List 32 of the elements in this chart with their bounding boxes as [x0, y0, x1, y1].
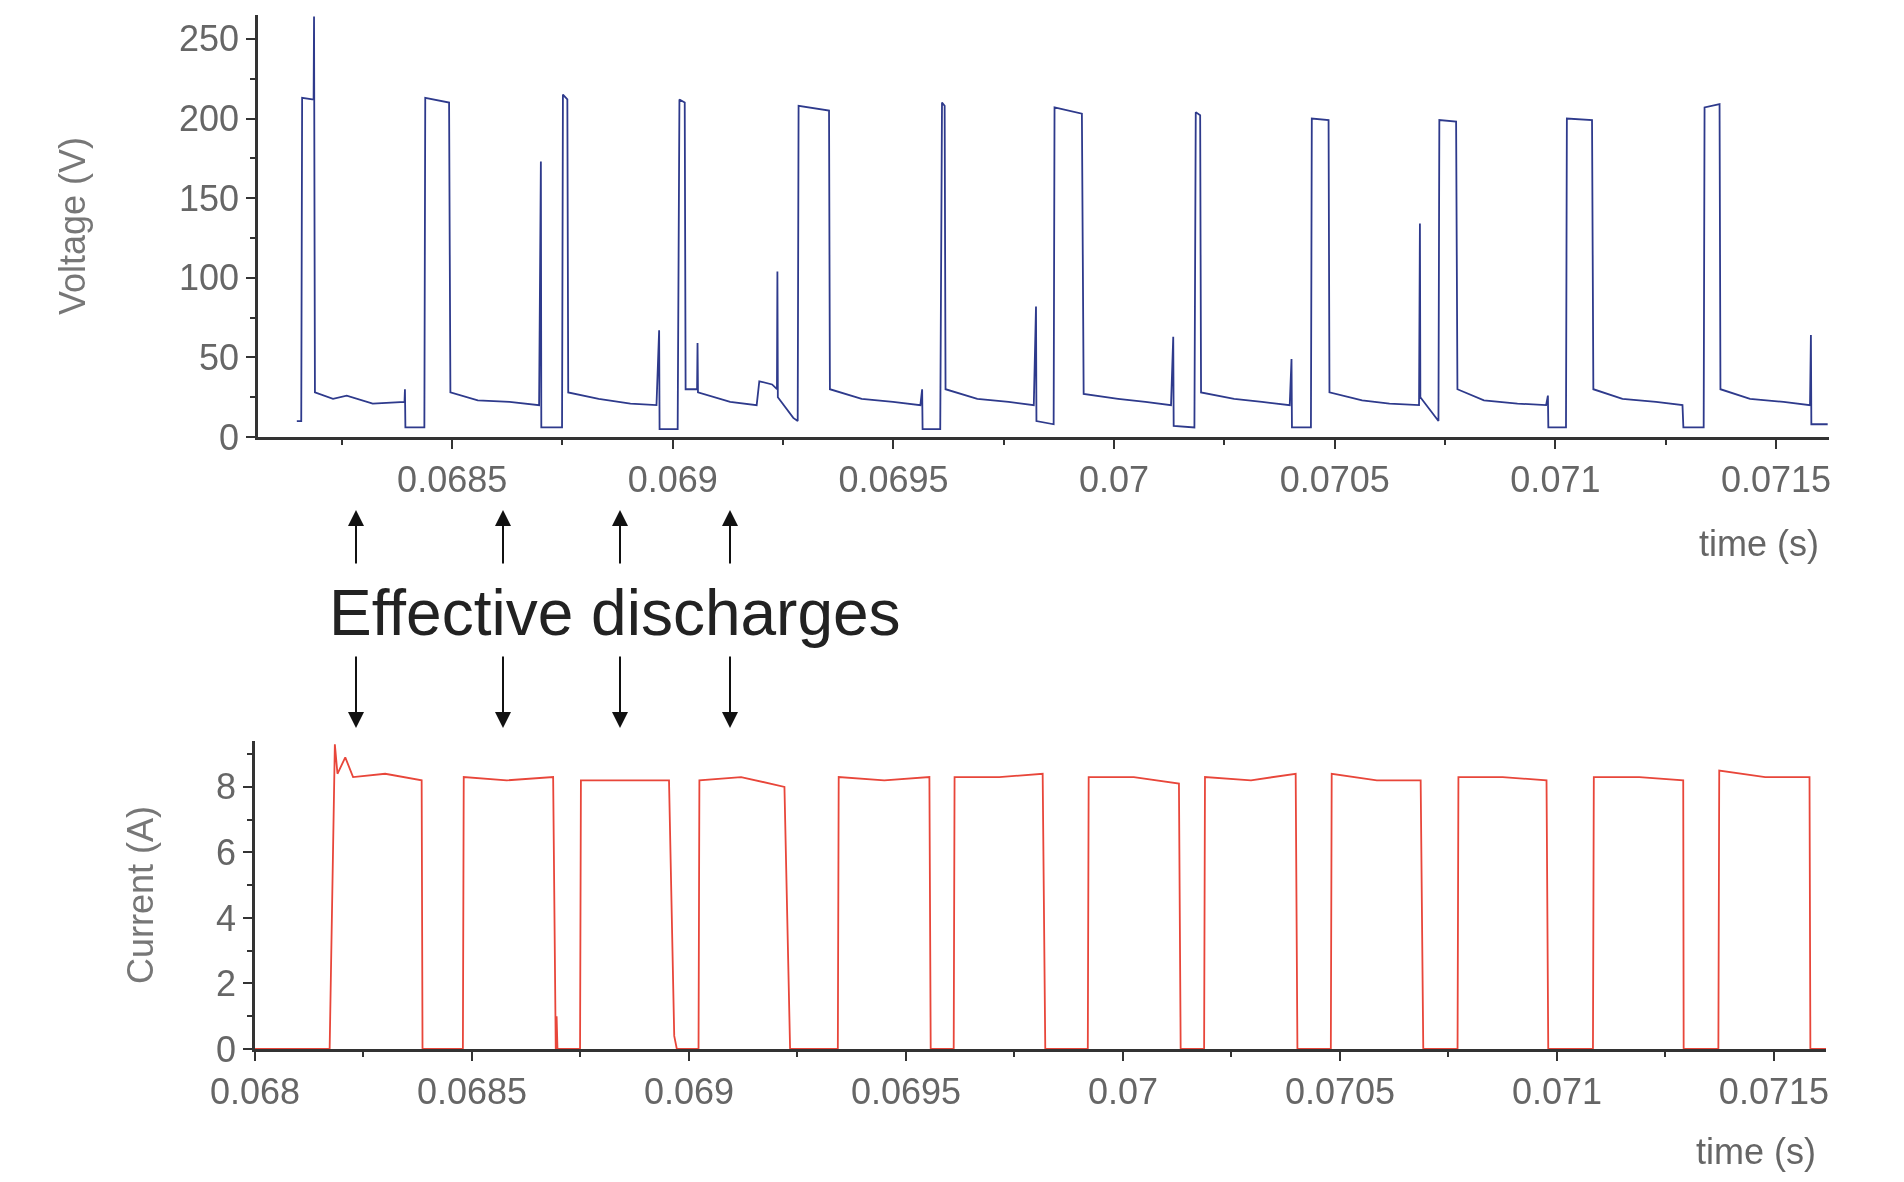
x-tick-label: 0.0685 — [416, 1070, 528, 1112]
x-tick-label: 0.07 — [1087, 1070, 1158, 1112]
x-tick-label: 0.0705 — [1279, 458, 1390, 500]
x-tick-label: 0.0705 — [1284, 1070, 1395, 1112]
text: Effective discharges — [329, 577, 901, 649]
y-tick-label: 8 — [216, 766, 237, 808]
y-tick-label: 4 — [216, 897, 237, 939]
y-tick-label: 0 — [216, 1028, 237, 1070]
x-axis-title: time (s) — [1696, 1131, 1816, 1172]
y-axis-title: Voltage (V) — [52, 136, 93, 315]
y-tick-label: 2 — [216, 963, 237, 1005]
line-series — [295, 15, 1829, 430]
y-tick-label: 0 — [219, 416, 240, 458]
y-tick-label: 100 — [178, 257, 240, 299]
x-tick-label: 0.0695 — [838, 458, 949, 500]
x-tick-label: 0.069 — [643, 1070, 735, 1112]
x-tick-label: 0.071 — [1511, 1070, 1602, 1112]
x-tick-label: 0.071 — [1510, 458, 1601, 500]
y-tick-label: 250 — [178, 18, 240, 60]
x-tick-label: 0.0685 — [397, 458, 508, 500]
x-tick-label: 0.069 — [627, 458, 718, 500]
y-tick-label: 150 — [178, 177, 240, 219]
y-tick-label: 6 — [216, 832, 237, 873]
x-tick-label: 0.068 — [209, 1070, 301, 1112]
y-axis-title: Current (A) — [120, 805, 161, 984]
y-tick-label: 200 — [178, 98, 240, 140]
x-tick-label: 0.07 — [1079, 458, 1150, 500]
x-tick-label: 0.0695 — [850, 1070, 962, 1112]
x-tick-label: 0.0715 — [1718, 1070, 1829, 1112]
y-tick-label: 50 — [199, 336, 240, 378]
x-tick-label: 0.0715 — [1720, 458, 1832, 500]
x-axis-title: time (s) — [1699, 523, 1819, 564]
